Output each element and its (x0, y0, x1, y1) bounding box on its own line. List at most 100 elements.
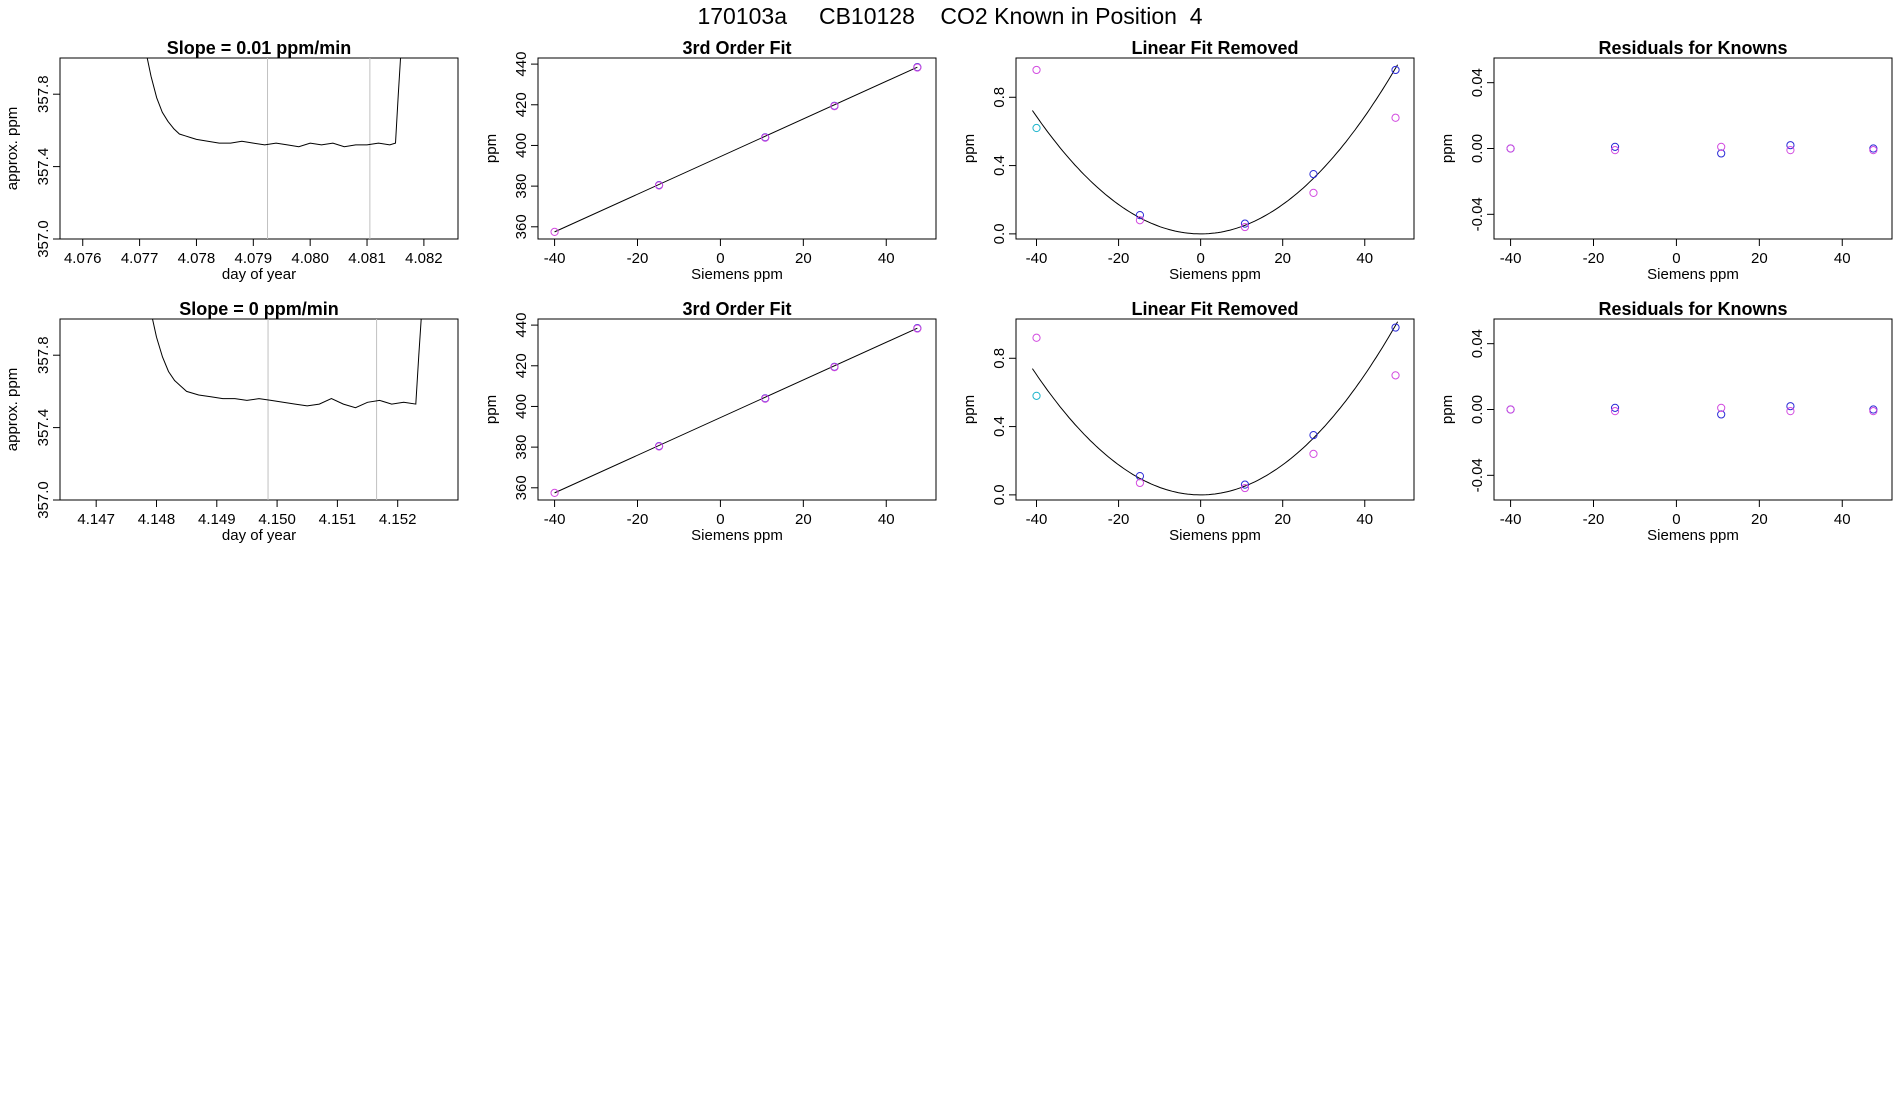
panel-row2-col3-point-magenta (1135, 478, 1145, 488)
panel-row1-col3-point-magenta (1309, 188, 1318, 197)
panel-row2-col3-xtick-label: -20 (1108, 511, 1130, 528)
panel-row1-col2-xlabel: Siemens ppm (691, 266, 783, 283)
panel-row2-col2-fit-line (554, 327, 918, 494)
panel-row2-col2-xtick-label: 20 (795, 511, 812, 528)
panel-row1-col1-xtick-label: 4.082 (405, 250, 443, 267)
panel-row2-col3-xtick-label: 40 (1356, 511, 1373, 528)
panel-row2-col2-point-magenta (550, 488, 559, 497)
panel-row2-col2: 3rd Order Fit -40 -20 0 20 40 Siemens ppm 360 38… (483, 299, 937, 544)
panel-row1-col2-title: 3rd Order Fit (682, 38, 791, 58)
panel-row2-col3-plot-area (1031, 321, 1400, 496)
panel-row1-col3-ylabel: ppm (961, 134, 978, 163)
panel-row1-col1-xtick-label: 4.081 (348, 250, 386, 267)
panel-row2-col3-point-magenta (1309, 449, 1318, 458)
panel-row1-col3-xtick-label: -40 (1026, 250, 1048, 267)
panel-row1-col4-plot-area (1506, 141, 1878, 158)
panel-row2-col4-point-magenta (1506, 405, 1515, 414)
panel-row1-col1-xlabel: day of year (222, 266, 296, 283)
panel-row1-col3-plot-area (1031, 64, 1400, 235)
panel-row1-col3-point-blue (1391, 65, 1400, 75)
panel-row2-col2-ytick-label: 420 (513, 353, 530, 378)
panel-row2-col4-point-magenta (1610, 407, 1620, 416)
panel-row2-col1-xtick-label: 4.149 (198, 511, 236, 528)
panel-row1-col2-ytick-label: 440 (513, 52, 530, 77)
panel-row2-col2-point-magenta (761, 394, 770, 403)
panel-row2-col2-title: 3rd Order Fit (682, 299, 791, 319)
panel-row1-col4-point-blue (1869, 144, 1878, 153)
panel-row1-col1: Slope = 0.01 ppm/min 4.076 4.077 4.078 4.079… (4, 38, 459, 283)
panel-row2-col4-ylabel: ppm (1439, 395, 1456, 424)
panel-row1-col4-xtick-label: -20 (1583, 250, 1605, 267)
panel-row1-col1-xtick-label: 4.078 (178, 250, 216, 267)
panel-row2-col2-xtick-label: 0 (716, 511, 724, 528)
panel-row2-col4-point-magenta (1786, 407, 1795, 416)
panel-row2-col2-point-magenta (654, 442, 664, 451)
figure-title: 170103a CB10128 CO2 Known in Position 4 (697, 3, 1203, 29)
panel-row1-col2-xtick-label: 20 (795, 250, 812, 267)
panel-row2-col1-frame (59, 318, 459, 501)
panel-row2-col2-xlabel: Siemens ppm (691, 527, 783, 544)
panel-row1-col4-xtick-label: 0 (1672, 250, 1680, 267)
panel-row1-col3-title: Linear Fit Removed (1131, 38, 1298, 58)
panel-row1-col1-xtick-label: 4.076 (64, 250, 102, 267)
panel-row1-col2-ytick-label: 400 (513, 133, 530, 158)
panel-row1-col3-point-blue (1240, 219, 1250, 228)
panel-row2-col3-point-cyan (1032, 391, 1041, 400)
panel-row1-col2-xtick-label: 0 (716, 250, 724, 267)
panel-row1-col1-xtick-label: 4.080 (291, 250, 329, 267)
panel-row1-col2-ylabel: ppm (483, 134, 500, 163)
panel-row1-col2-xtick-label: -40 (544, 250, 566, 267)
panel-row2-col4-xlabel: Siemens ppm (1647, 527, 1739, 544)
panel-row2-col3: Linear Fit Removed -40 -20 0 20 40 Siemens ppm… (961, 299, 1415, 544)
panel-row1-col4: Residuals for Knowns -40 -20 0 20 40 Siemens p… (1439, 38, 1893, 283)
panel-row1-col2-xtick-label: 40 (878, 250, 895, 267)
panel-row1-col4-point-blue (1786, 141, 1795, 150)
panel-row2-col1-xlabel: day of year (222, 527, 296, 544)
panel-row1-col1-ytick-label: 357.0 (35, 220, 52, 258)
panel-row2-col4-xtick-label: -40 (1500, 511, 1522, 528)
panel-row2-col3-ytick-label: 0.8 (991, 348, 1008, 369)
panel-row2-col1: Slope = 0 ppm/min 4.147 4.148 4.149 4.150 4.1… (4, 299, 459, 544)
panel-row1-col3-xtick-label: 40 (1356, 250, 1373, 267)
panel-row2-col4-point-blue (1786, 402, 1795, 411)
panel-row2-col1-plot-area (151, 319, 422, 500)
panel-row1-col1-ylabel: approx. ppm (4, 107, 21, 190)
panel-row2-col4-point-blue (1610, 403, 1620, 412)
panel-row2-col1-ylabel: approx. ppm (4, 368, 21, 451)
panel-row2-col4-point-magenta (1717, 403, 1726, 412)
panel-row1-col4-xtick-label: 20 (1751, 250, 1768, 267)
panel-row1-col3-point-blue (1309, 170, 1318, 179)
panel-row2-col3-point-magenta (1391, 371, 1400, 380)
panel-row2-col2-ytick-label: 380 (513, 435, 530, 460)
panel-row2-col3-xtick-label: 20 (1274, 511, 1291, 528)
panel-row1-col3-point-magenta (1391, 113, 1400, 122)
panel-row1-col1-xtick-label: 4.079 (235, 250, 273, 267)
panel-row2-col3-point-blue (1309, 431, 1318, 440)
panel-row2-col2-ytick-label: 400 (513, 394, 530, 419)
panel-row1-col2-point-magenta (913, 63, 922, 72)
panel-row1-col2-point-magenta (550, 227, 559, 236)
panel-row1-col2-fit-line (554, 66, 918, 233)
panel-row2-col4-title: Residuals for Knowns (1598, 299, 1787, 319)
panel-row1-col3-xtick-label: 20 (1274, 250, 1291, 267)
panel-row2-col1-xtick-label: 4.147 (77, 511, 115, 528)
panel-row1-col3-xtick-label: 0 (1196, 250, 1204, 267)
panel-row1-col1-trace-line (146, 58, 402, 148)
panel-row2-col4-xtick-label: -20 (1583, 511, 1605, 528)
panel-row1-col4-point-blue (1610, 142, 1620, 151)
panel-row1-col3-ytick-label: 0.8 (991, 87, 1008, 108)
panel-row2-col4-point-blue (1869, 405, 1878, 414)
panel-row1-col2-point-magenta (830, 102, 839, 111)
panel-row1-col4-frame (1493, 57, 1893, 240)
panel-row2-col4-point-magenta (1869, 407, 1878, 416)
panel-row2-col4-plot-area (1506, 402, 1878, 419)
panel-row2-col3-xtick-label: 0 (1196, 511, 1204, 528)
panel-row1-col1-ytick-label: 357.8 (35, 75, 52, 113)
panel-row2-col4: Residuals for Knowns -40 -20 0 20 40 Siemens p… (1439, 299, 1893, 544)
panel-row2-col3-point-magenta (1032, 333, 1041, 342)
panel-row2-col3-point-blue (1240, 480, 1250, 489)
panel-row2-col2-point-magenta (830, 363, 839, 372)
panel-row2-col4-ytick-label: 0.00 (1469, 395, 1486, 424)
panel-row1-col3-frame (1015, 57, 1415, 240)
panel-row2-col3-frame (1015, 318, 1415, 501)
